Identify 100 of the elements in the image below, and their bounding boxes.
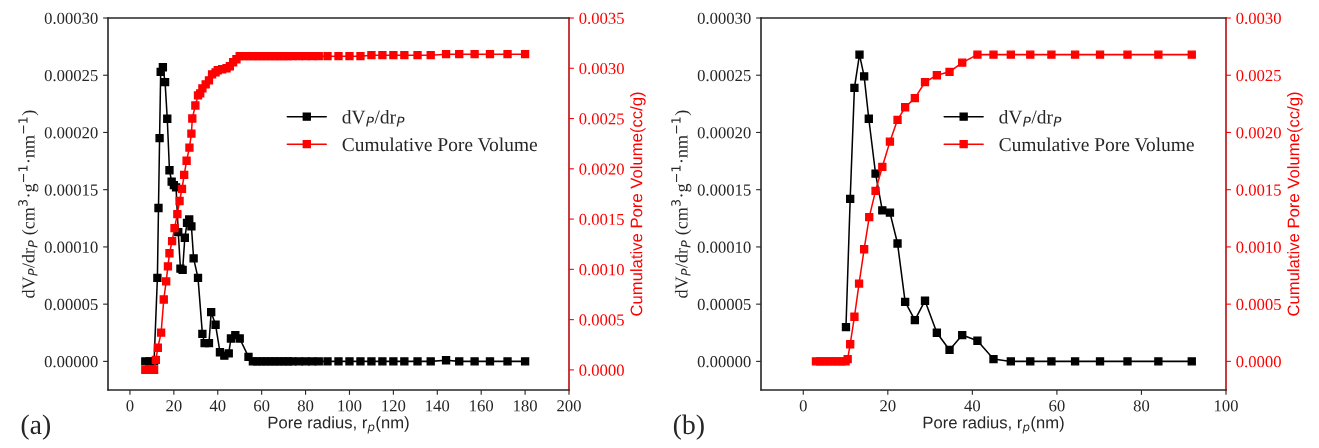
- point: [945, 345, 954, 355]
- y2-tick-label: 0.0005: [1236, 298, 1281, 311]
- y2-tick-label: 0.0020: [579, 163, 624, 175]
- point: [885, 137, 895, 146]
- point: [864, 114, 873, 123]
- point: [973, 336, 982, 345]
- y2-tick-label: 0.0015: [579, 213, 624, 226]
- point: [846, 340, 855, 349]
- point: [900, 103, 910, 112]
- x-tick-label: 20: [166, 400, 182, 412]
- y-tick-label: 0.00000: [44, 356, 98, 368]
- legend-label: dV$_{P}$/dr$_{P}$: [342, 109, 405, 127]
- point: [1095, 50, 1105, 59]
- point: [865, 212, 874, 222]
- point: [1006, 357, 1015, 366]
- point: [1187, 50, 1196, 59]
- y2-tick-label: 0.0005: [579, 314, 624, 326]
- point: [900, 297, 910, 307]
- x-tick-label: 60: [254, 400, 270, 412]
- x-tick-label: 180: [514, 400, 537, 412]
- point: [885, 208, 895, 217]
- y2-tick-label: 0.0000: [579, 364, 624, 376]
- y-tick-label: 0.00030: [44, 12, 98, 25]
- x-tick-label: 0: [799, 400, 807, 412]
- x-tick-label: 0: [126, 400, 134, 412]
- y2-tick-label: 0.0000: [1236, 356, 1281, 368]
- x-tick-label: 80: [1133, 400, 1150, 412]
- x-tick-label: 140: [426, 400, 450, 412]
- point: [841, 322, 851, 332]
- point: [920, 77, 930, 87]
- text: (a): [21, 414, 51, 440]
- point: [989, 50, 998, 59]
- y-tick-label: 0.00000: [697, 356, 751, 368]
- point: [850, 83, 859, 92]
- y-tick-label: 0.00025: [44, 69, 98, 82]
- text: (b): [673, 414, 704, 440]
- point: [1047, 357, 1056, 366]
- point: [1095, 357, 1105, 366]
- point: [1047, 50, 1056, 59]
- x-tick-label: 60: [1049, 400, 1065, 412]
- y-tick-label: 0.00015: [44, 184, 98, 196]
- x-tick-label: 100: [1214, 400, 1238, 412]
- point: [1187, 357, 1196, 366]
- y2-tick-label: 0.0015: [1236, 184, 1281, 196]
- point: [958, 330, 967, 340]
- point: [893, 115, 902, 125]
- text: dV$_{P}$/dr$_{P}$ (cm$^{3}$·g$^{−1}$·nm$^{−1}$): [18, 110, 39, 298]
- point: [878, 162, 887, 171]
- point: [855, 50, 864, 59]
- legend-label: dV$_{P}$/dr$_{P}$: [999, 109, 1062, 127]
- y-tick-label: 0.00015: [697, 184, 751, 196]
- point: [1026, 357, 1035, 366]
- point: [910, 316, 920, 325]
- x-tick-label: 20: [880, 400, 896, 412]
- x-tick-label: 40: [209, 400, 226, 412]
- y2-tick-label: 0.0025: [1236, 69, 1281, 82]
- x-tick-label: 100: [338, 400, 362, 412]
- point: [1070, 50, 1080, 59]
- point: [854, 279, 864, 288]
- point: [1123, 357, 1132, 366]
- legend-label: Cumulative Pore Volume: [999, 137, 1194, 152]
- x-axis-title: Pore radius, r$_{p}$(nm): [268, 416, 409, 434]
- x-tick-label: 160: [470, 400, 494, 412]
- point: [859, 245, 869, 254]
- point: [920, 296, 930, 305]
- point: [932, 71, 942, 80]
- y-tick-label: 0.00005: [44, 298, 98, 311]
- y2-tick-label: 0.0035: [579, 12, 624, 25]
- y2-tick-label: 0.0020: [1236, 127, 1281, 139]
- point: [1154, 357, 1163, 366]
- point: [1006, 50, 1015, 59]
- x-tick-label: 80: [297, 400, 314, 412]
- point: [859, 72, 869, 81]
- x-tick-label: 120: [382, 400, 406, 412]
- y-tick-label: 0.00030: [697, 12, 751, 25]
- point: [932, 328, 942, 337]
- y-tick-label: 0.00025: [697, 69, 751, 82]
- point: [871, 186, 880, 196]
- point: [1070, 357, 1080, 366]
- y-tick-label: 0.00020: [44, 127, 98, 139]
- point: [850, 312, 859, 321]
- point: [1154, 50, 1163, 59]
- point: [893, 239, 902, 248]
- y2-tick-label: 0.0030: [1236, 12, 1281, 25]
- point: [878, 206, 887, 215]
- text: dV$_{P}$/dr$_{P}$ (cm$^{3}$·g$^{−1}$·nm$^{−1}$): [671, 110, 692, 298]
- point: [1123, 50, 1132, 59]
- x-tick-label: 200: [557, 400, 581, 412]
- point: [989, 354, 998, 364]
- y2-tick-label: 0.0025: [579, 113, 624, 125]
- y-tick-label: 0.00010: [44, 241, 98, 253]
- y2-axis-title: Cumulative Pore Volume(cc/g): [1287, 92, 1303, 316]
- x-axis-title: Pore radius, r$_{p}$(nm): [923, 416, 1064, 434]
- point: [973, 50, 982, 59]
- y2-tick-label: 0.0010: [579, 264, 624, 276]
- point: [945, 67, 954, 76]
- point: [910, 93, 920, 103]
- y2-axis-title: Cumulative Pore Volume(cc/g): [630, 92, 646, 316]
- x-tick-label: 40: [964, 400, 981, 412]
- point: [846, 194, 855, 204]
